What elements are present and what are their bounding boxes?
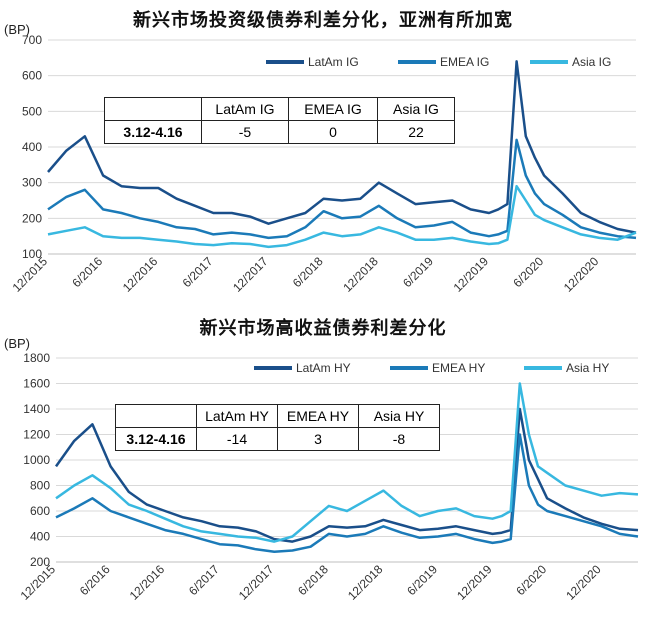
x-tick-label: 12/2019 [454, 562, 495, 603]
x-tick-label: 6/2016 [69, 254, 105, 290]
y-tick-label: 500 [22, 104, 42, 118]
table-cell: -8 [358, 427, 440, 451]
y-tick-label: 800 [30, 479, 50, 493]
y-tick-label: 400 [22, 140, 42, 154]
legend-label: EMEA HY [432, 361, 485, 375]
chart-title: 新兴市场投资级债券利差分化，亚洲有所加宽 [133, 10, 513, 30]
y-tick-label: 1200 [23, 428, 50, 442]
y-tick-label: 400 [30, 530, 50, 544]
x-tick-label: 6/2019 [404, 562, 440, 598]
table-header-row: LatAm HY EMEA HY Asia HY [115, 404, 440, 428]
ig-change-table: LatAm IG EMEA IG Asia IG 3.12-4.16 -5 0 … [104, 97, 455, 144]
table-header-cell: LatAm IG [201, 97, 289, 121]
y-tick-label: 600 [22, 69, 42, 83]
hy-spread-panel: 新兴市场高收益债券利差分化 (BP) 200 400 600 800 1000 1200 1… [0, 312, 646, 618]
x-tick-label: 12/2019 [451, 254, 492, 295]
hy-change-table: LatAm HY EMEA HY Asia HY 3.12-4.16 -14 3… [115, 404, 440, 451]
x-tick-label: 12/2020 [561, 254, 602, 295]
series-line-emea-ig [47, 138, 637, 240]
x-tick-label: 6/2018 [295, 562, 331, 598]
ig-spread-panel: 新兴市场投资级债券利差分化，亚洲有所加宽 (BP) 100 200 300 400 50… [4, 10, 637, 295]
legend-label: LatAm IG [308, 55, 359, 69]
table-header-cell: EMEA IG [288, 97, 378, 121]
y-tick-label: 100 [22, 247, 42, 261]
x-tick-label: 12/2017 [236, 562, 277, 603]
table-header-cell [115, 404, 197, 428]
table-row-label: 3.12-4.16 [104, 120, 202, 144]
x-tick-label: 6/2017 [180, 254, 216, 290]
table-header-cell [104, 97, 202, 121]
series-line-latam-hy [54, 407, 639, 543]
x-tick-label: 6/2016 [77, 562, 113, 598]
y-tick-label: 1400 [23, 402, 50, 416]
table-cell: 0 [288, 120, 378, 144]
y-tick-label: 700 [22, 33, 42, 47]
legend-label: Asia HY [566, 361, 609, 375]
table-row-label: 3.12-4.16 [115, 427, 197, 451]
table-header-cell: LatAm HY [196, 404, 278, 428]
series-line-asia-hy [55, 382, 639, 543]
table-cell: 22 [377, 120, 455, 144]
table-header-cell: EMEA HY [277, 404, 359, 428]
table-header-cell: Asia IG [377, 97, 455, 121]
y-tick-label: 1600 [23, 377, 50, 391]
x-tick-label: 6/2018 [290, 254, 326, 290]
legend-label: Asia IG [572, 55, 611, 69]
chart-title: 新兴市场高收益债券利差分化 [199, 318, 447, 338]
y-tick-label: 1800 [23, 351, 50, 365]
x-tick-label: 12/2016 [127, 562, 168, 603]
y-tick-label: 200 [22, 211, 42, 225]
x-tick-label: 12/2018 [340, 254, 381, 295]
y-tick-label: 200 [30, 555, 50, 569]
table-header-cell: Asia HY [358, 404, 440, 428]
y-axis-unit: (BP) [4, 336, 30, 351]
y-tick-label: 1000 [23, 453, 50, 467]
x-tick-label: 6/2019 [400, 254, 436, 290]
table-cell: -5 [201, 120, 289, 144]
x-tick-label: 6/2017 [186, 562, 222, 598]
x-tick-label: 6/2020 [510, 254, 546, 290]
y-tick-label: 300 [22, 176, 42, 190]
x-tick-label: 12/2018 [345, 562, 386, 603]
series-line-asia-ig [47, 184, 637, 249]
y-tick-label: 600 [30, 504, 50, 518]
x-tick-label: 12/2016 [120, 254, 161, 295]
x-tick-label: 12/2017 [230, 254, 271, 295]
table-row: 3.12-4.16 -5 0 22 [104, 120, 455, 144]
table-cell: 3 [277, 427, 359, 451]
y-axis-unit: (BP) [4, 22, 30, 37]
x-tick-label: 12/2020 [563, 562, 604, 603]
series-line-latam-ig [47, 60, 637, 234]
x-tick-label: 6/2020 [513, 562, 549, 598]
table-header-row: LatAm IG EMEA IG Asia IG [104, 97, 455, 121]
table-cell: -14 [196, 427, 278, 451]
legend-label: EMEA IG [440, 55, 489, 69]
legend-label: LatAm HY [296, 361, 351, 375]
table-row: 3.12-4.16 -14 3 -8 [115, 427, 440, 451]
series-line-emea-hy [55, 433, 639, 554]
